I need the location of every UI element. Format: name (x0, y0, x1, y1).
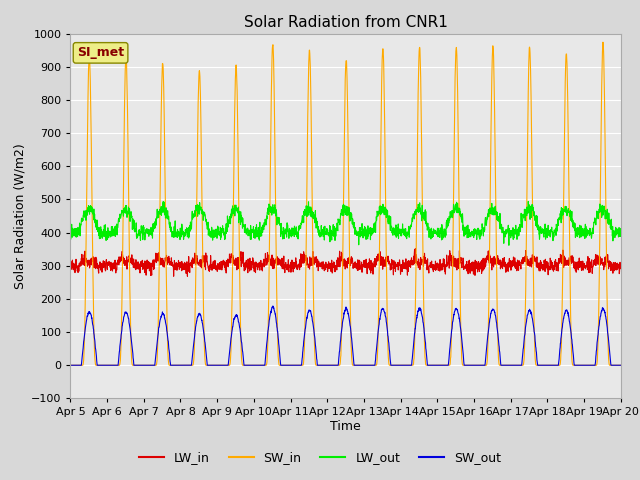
Legend: LW_in, SW_in, LW_out, SW_out: LW_in, SW_in, LW_out, SW_out (134, 446, 506, 469)
SW_out (374, 333, 381, 338)
SW_in (617, 362, 625, 368)
SW_in (220, 362, 228, 368)
SW_out (617, 362, 625, 368)
LW_in (184, 274, 191, 279)
Line: LW_in: LW_in (70, 249, 621, 276)
LW_out (617, 232, 625, 238)
LW_in (584, 253, 592, 259)
SW_in (374, 354, 381, 360)
SW_in (67, 362, 74, 368)
Line: SW_out: SW_out (70, 306, 621, 365)
SW_in (362, 362, 369, 368)
X-axis label: Time: Time (330, 420, 361, 433)
LW_out (569, 224, 577, 230)
SW_out (269, 303, 277, 309)
Line: LW_out: LW_out (70, 202, 621, 245)
SW_out (67, 362, 74, 368)
SW_out (362, 362, 369, 368)
Y-axis label: Solar Radiation (W/m2): Solar Radiation (W/m2) (14, 143, 27, 289)
LW_in (374, 257, 381, 263)
LW_out (67, 228, 74, 233)
SW_in (584, 362, 591, 368)
Text: SI_met: SI_met (77, 47, 124, 60)
LW_out (506, 232, 513, 238)
SW_in (568, 359, 576, 365)
SW_out (568, 342, 576, 348)
LW_in (617, 262, 625, 268)
SW_in (506, 362, 513, 368)
LW_in (362, 264, 369, 270)
LW_out (584, 230, 592, 236)
SW_out (584, 362, 591, 368)
Line: SW_in: SW_in (70, 42, 621, 365)
LW_in (67, 263, 74, 269)
LW_out (220, 232, 228, 238)
Title: Solar Radiation from CNR1: Solar Radiation from CNR1 (244, 15, 447, 30)
LW_in (506, 263, 514, 268)
LW_out (362, 231, 369, 237)
LW_in (412, 246, 419, 252)
LW_out (505, 242, 513, 248)
SW_out (506, 362, 513, 368)
SW_in (599, 39, 607, 45)
LW_in (220, 258, 228, 264)
SW_out (220, 362, 228, 368)
LW_in (569, 259, 577, 265)
LW_out (374, 210, 381, 216)
LW_out (524, 199, 532, 204)
